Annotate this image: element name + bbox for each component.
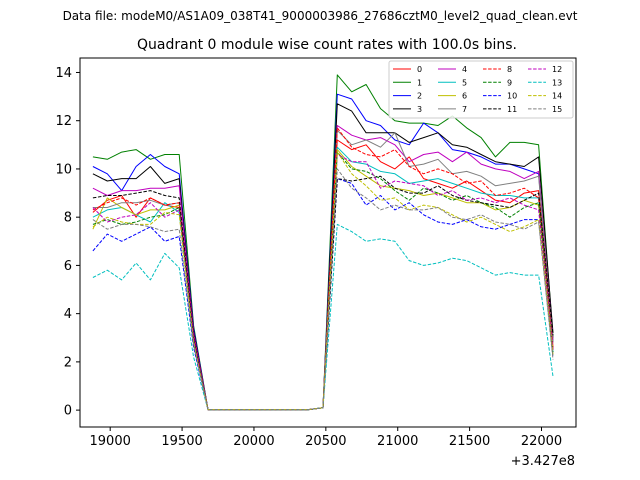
legend-label-10: 10	[507, 92, 517, 101]
legend-label-15: 15	[552, 105, 562, 114]
legend-label-7: 7	[462, 105, 467, 114]
x-tick-label: 22000	[521, 434, 562, 449]
series-line-10	[92, 178, 554, 411]
x-tick-label: 19000	[90, 434, 131, 449]
series-layer	[92, 74, 554, 411]
legend-label-9: 9	[507, 78, 512, 87]
legend-label-13: 13	[552, 78, 562, 87]
legend-label-3: 3	[417, 105, 422, 114]
y-tick-label: 14	[55, 66, 72, 81]
legend-label-5: 5	[462, 78, 467, 87]
series-line-11	[92, 175, 554, 411]
legend-label-6: 6	[462, 92, 467, 101]
x-tick-label: 20000	[233, 434, 274, 449]
x-tick-label: 21000	[377, 434, 418, 449]
y-tick-label: 12	[55, 114, 72, 129]
ticks-layer: 19000 19500 20000 20500 21000 21500 22000 0 2 4 6 8…	[55, 66, 562, 449]
y-tick-label: 6	[64, 259, 72, 274]
legend-label-1: 1	[417, 78, 422, 87]
y-tick-label: 4	[64, 307, 72, 322]
legend-label-12: 12	[552, 65, 562, 74]
legend-label-14: 14	[552, 92, 562, 101]
y-tick-label: 0	[64, 404, 72, 419]
y-tick-label: 8	[64, 211, 72, 226]
legend-label-4: 4	[462, 65, 467, 74]
legend-label-11: 11	[507, 105, 517, 114]
legend-label-2: 2	[417, 92, 422, 101]
x-tick-label: 19500	[161, 434, 202, 449]
x-tick-label: 20500	[305, 434, 346, 449]
y-tick-label: 2	[64, 355, 72, 370]
axes-frame	[79, 57, 577, 428]
series-line-14	[92, 151, 554, 411]
x-tick-label: 21500	[449, 434, 490, 449]
chart-suptitle: Data file: modeM0/AS1A09_038T41_90000039…	[63, 9, 578, 23]
series-line-12	[92, 154, 554, 411]
legend-label-8: 8	[507, 65, 512, 74]
series-line-15	[92, 168, 554, 411]
legend-frame	[388, 60, 574, 119]
chart-title: Quadrant 0 module wise count rates with …	[137, 37, 517, 53]
x-offset-label: +3.427e8	[511, 454, 575, 469]
legend-label-0: 0	[417, 65, 422, 74]
y-tick-label: 10	[55, 162, 72, 177]
